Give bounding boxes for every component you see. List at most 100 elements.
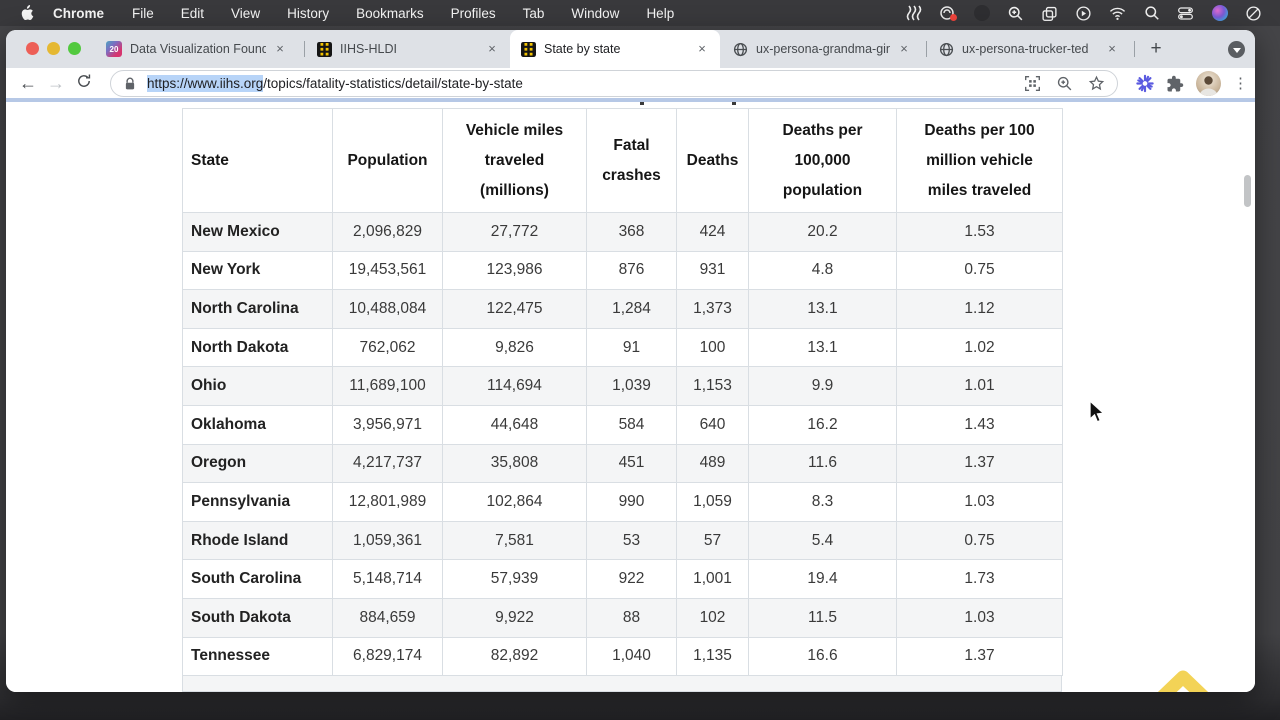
value-cell: 1.37 xyxy=(896,636,1063,677)
value-cell: 3,956,971 xyxy=(332,404,443,445)
state-cell: Oregon xyxy=(182,443,333,484)
menu-window[interactable]: Window xyxy=(571,5,620,21)
back-button[interactable]: ← xyxy=(19,72,37,93)
apple-menu-icon[interactable] xyxy=(20,5,35,21)
close-tab-icon[interactable]: × xyxy=(276,41,284,56)
screen-record-red-dot-icon[interactable] xyxy=(939,5,957,22)
state-cell: North Carolina xyxy=(182,289,333,329)
state-cell: Tennessee xyxy=(182,636,333,677)
reload-button[interactable] xyxy=(70,73,98,94)
value-cell: 100 xyxy=(676,327,749,368)
value-cell: 16.6 xyxy=(748,636,897,677)
value-cell: 1,059 xyxy=(676,482,749,522)
close-tab-icon[interactable]: × xyxy=(1108,41,1116,56)
menu-view[interactable]: View xyxy=(231,5,261,21)
value-cell: 91 xyxy=(586,327,677,368)
value-cell: 1,153 xyxy=(676,366,749,406)
do-not-disturb-icon[interactable] xyxy=(1245,5,1262,22)
table-row: South Dakota 884,659 9,922 88 102 11.5 1.03 xyxy=(182,597,1063,638)
siri-icon[interactable] xyxy=(1211,5,1228,22)
tab-search-button[interactable] xyxy=(1228,41,1245,58)
wifi-icon[interactable] xyxy=(1109,5,1126,22)
table-header: State Population Vehicle miles traveled … xyxy=(182,108,1063,213)
menu-bookmarks[interactable]: Bookmarks xyxy=(356,5,424,21)
value-cell: 19,453,561 xyxy=(332,250,443,291)
globe-icon xyxy=(732,41,748,57)
dimmed-app-icon[interactable] xyxy=(973,5,990,22)
state-cell: Ohio xyxy=(182,366,333,406)
state-cell: Rhode Island xyxy=(182,520,333,561)
address-bar[interactable]: https://www.iihs.org/topics/fatality-sta… xyxy=(110,70,1118,97)
chevron-down-icon xyxy=(1232,47,1241,53)
value-cell: 19.4 xyxy=(748,559,897,599)
profile-avatar[interactable] xyxy=(1196,71,1221,96)
browser-window: 20 Data Visualization Founda × IIHS-HLDI… xyxy=(6,30,1255,692)
tab-data-visualization[interactable]: 20 Data Visualization Founda × xyxy=(96,30,298,68)
magnifier-app-icon[interactable] xyxy=(1007,5,1024,22)
close-tab-icon[interactable]: × xyxy=(698,41,706,56)
table-body: New Mexico 2,096,829 27,772 368 424 20.2 1.53 N… xyxy=(182,212,1063,677)
tab-state-by-state[interactable]: State by state × xyxy=(510,30,720,68)
value-cell: 1.73 xyxy=(896,559,1063,599)
tab-strip: 20 Data Visualization Founda × IIHS-HLDI… xyxy=(6,30,1255,68)
back-to-top-button[interactable] xyxy=(1150,663,1216,692)
bookmark-star-icon[interactable] xyxy=(1087,75,1105,93)
value-cell: 0.75 xyxy=(896,520,1063,561)
spotlight-search-icon[interactable] xyxy=(1143,5,1160,22)
menu-history[interactable]: History xyxy=(287,5,330,21)
waves-icon[interactable] xyxy=(905,5,922,22)
value-cell: 931 xyxy=(676,250,749,291)
value-cell: 1.01 xyxy=(896,366,1063,406)
value-cell: 16.2 xyxy=(748,404,897,445)
close-tab-icon[interactable]: × xyxy=(900,41,908,56)
play-circle-icon[interactable] xyxy=(1075,5,1092,22)
close-tab-icon[interactable]: × xyxy=(488,41,496,56)
qr-code-icon[interactable] xyxy=(1023,75,1041,93)
header-population: Population xyxy=(332,108,443,213)
value-cell: 6,829,174 xyxy=(332,636,443,677)
value-cell: 10,488,084 xyxy=(332,289,443,329)
value-cell: 368 xyxy=(586,212,677,252)
value-cell: 8.3 xyxy=(748,482,897,522)
menu-file[interactable]: File xyxy=(132,5,154,21)
browser-menu-icon[interactable]: ⋮ xyxy=(1233,75,1248,92)
minimize-window-button[interactable] xyxy=(47,42,60,55)
clipped-heading-fragment xyxy=(640,102,644,107)
state-cell: North Dakota xyxy=(182,327,333,368)
value-cell: 1.03 xyxy=(896,597,1063,638)
extensions-puzzle-icon[interactable] xyxy=(1166,75,1184,93)
tab-ux-persona-grandma[interactable]: ux-persona-grandma-gin × xyxy=(722,30,922,68)
zoom-window-button[interactable] xyxy=(68,42,81,55)
menu-edit[interactable]: Edit xyxy=(180,5,205,21)
close-window-button[interactable] xyxy=(26,42,39,55)
menu-profiles[interactable]: Profiles xyxy=(450,5,496,21)
tab-ux-persona-trucker[interactable]: ux-persona-trucker-ted × xyxy=(928,30,1130,68)
zoom-in-icon[interactable] xyxy=(1055,75,1073,93)
value-cell: 990 xyxy=(586,482,677,522)
table-row: North Dakota 762,062 9,826 91 100 13.1 1.02 xyxy=(182,327,1063,368)
value-cell: 35,808 xyxy=(442,443,587,484)
value-cell: 9.9 xyxy=(748,366,897,406)
value-cell: 640 xyxy=(676,404,749,445)
value-cell: 12,801,989 xyxy=(332,482,443,522)
active-app-name[interactable]: Chrome xyxy=(53,5,105,21)
value-cell: 88 xyxy=(586,597,677,638)
extension-starburst-icon[interactable] xyxy=(1136,74,1154,93)
tab-label: ux-persona-trucker-ted xyxy=(962,42,1089,56)
iihs-icon xyxy=(520,41,536,57)
new-tab-button[interactable]: + xyxy=(1150,38,1162,59)
vertical-scrollbar-thumb[interactable] xyxy=(1244,175,1251,207)
menu-tab[interactable]: Tab xyxy=(522,5,545,21)
state-cell: South Carolina xyxy=(182,559,333,599)
tab-iihs-hldi[interactable]: IIHS-HLDI × xyxy=(306,30,510,68)
page-content: State Population Vehicle miles traveled … xyxy=(6,98,1255,692)
forward-button[interactable]: → xyxy=(47,72,65,93)
menu-help[interactable]: Help xyxy=(646,5,675,21)
tab-separator xyxy=(1134,41,1135,57)
url-selected-text: https://www.iihs.org xyxy=(147,75,264,92)
omnibox-icons xyxy=(1023,75,1105,93)
value-cell: 1,039 xyxy=(586,366,677,406)
value-cell: 584 xyxy=(586,404,677,445)
stacked-windows-icon[interactable] xyxy=(1041,5,1058,22)
control-center-icon[interactable] xyxy=(1177,5,1194,22)
